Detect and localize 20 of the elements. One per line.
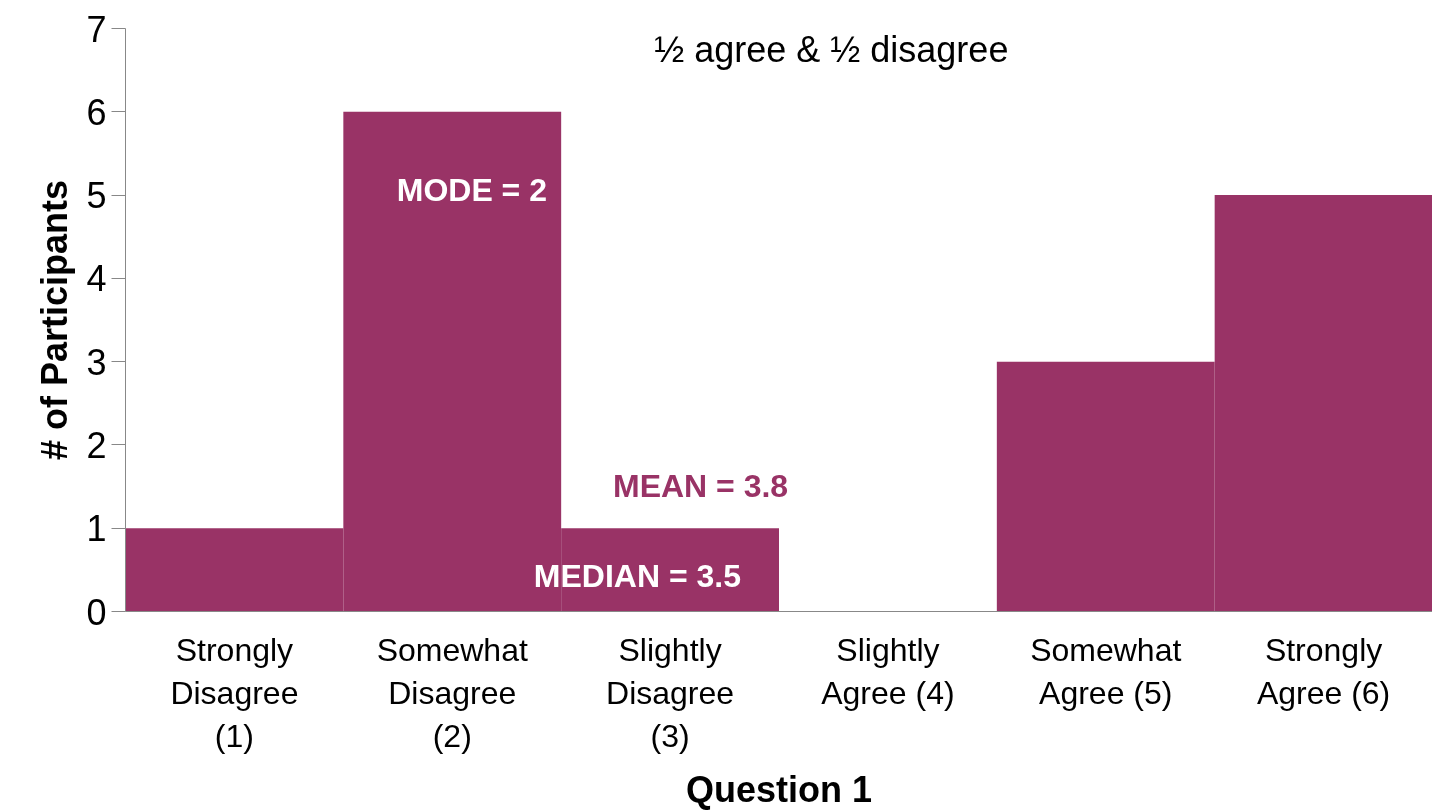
y-tick-label: 4 — [86, 258, 107, 300]
y-tick-label: 1 — [86, 508, 107, 550]
x-tick-label: Somewhat Disagree (2) — [376, 631, 528, 754]
x-tick-label: Strongly Agree (6) — [1256, 631, 1391, 711]
y-axis-title: # of Participants — [34, 179, 76, 461]
y-tick-label: 2 — [86, 424, 107, 466]
x-tick-label: Slightly Agree (4) — [821, 631, 955, 711]
annotation: ½ agree & ½ disagree — [654, 28, 1009, 70]
y-tick-label: 7 — [86, 8, 107, 50]
y-tick-label: 6 — [86, 91, 107, 133]
x-tick-label: Strongly Disagree (1) — [170, 631, 299, 754]
x-tick-label: Somewhat Agree (5) — [1030, 631, 1182, 711]
y-tick-label: 0 — [86, 591, 107, 633]
x-tick-label: Slightly Disagree (3) — [606, 631, 735, 754]
annotation: MEAN = 3.8 — [612, 467, 789, 504]
x-axis-title: Question 1 — [685, 768, 873, 810]
y-tick-label: 5 — [86, 175, 107, 217]
annotation: MEDIAN = 3.5 — [533, 557, 741, 594]
y-tick-label: 3 — [86, 341, 107, 383]
annotation: MODE = 2 — [396, 171, 547, 208]
